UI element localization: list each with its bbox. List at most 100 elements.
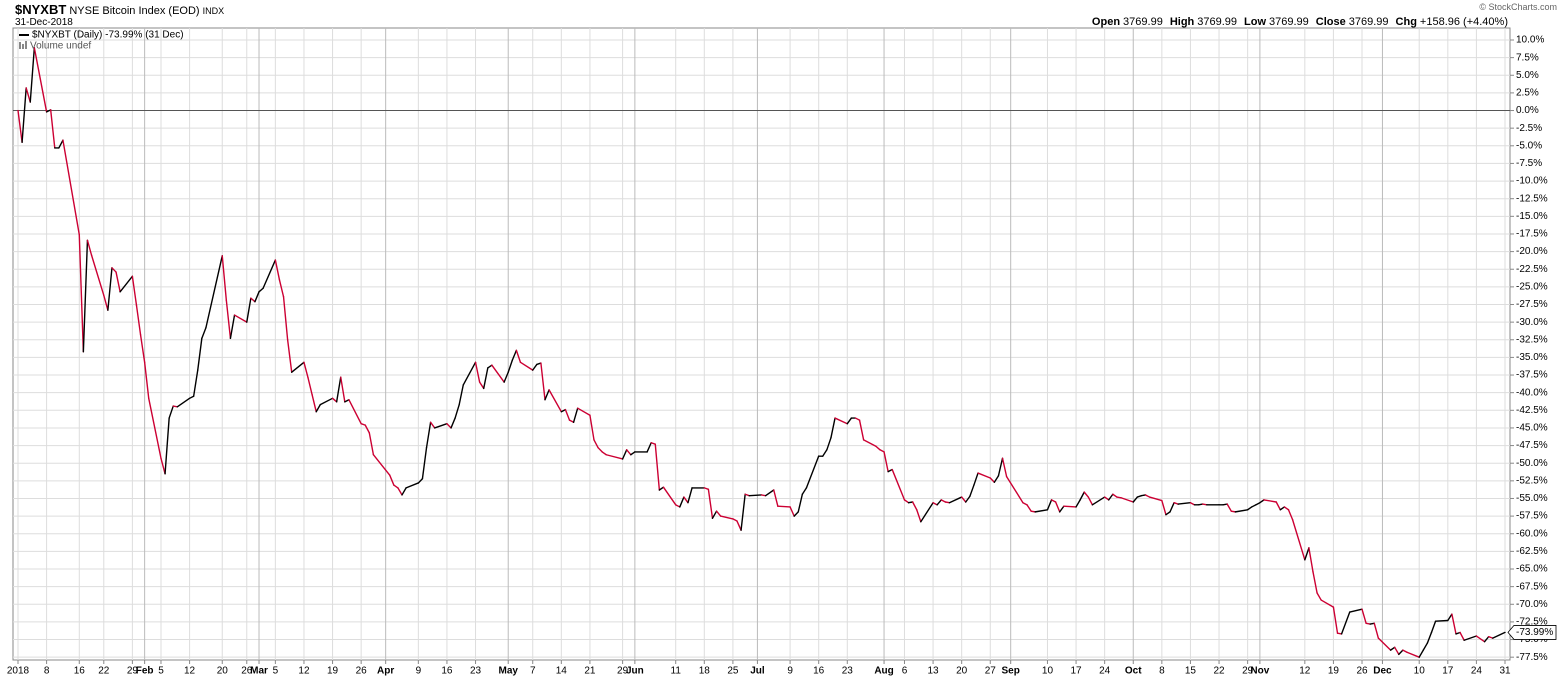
line-segment [548, 389, 563, 413]
line-segment [858, 419, 865, 441]
line-segment [303, 361, 309, 379]
line-segment [331, 397, 338, 403]
line-segment [862, 439, 877, 447]
quote-value: +158.96 (+4.40%) [1419, 16, 1508, 28]
line-segment [679, 496, 685, 508]
line-segment [854, 417, 861, 421]
x-tick-label: 12 [298, 666, 310, 677]
line-segment [1091, 496, 1106, 506]
line-segment [683, 496, 689, 504]
line-segment [605, 454, 624, 460]
line-segment [675, 504, 681, 508]
line-segment [1455, 631, 1461, 635]
line-segment [307, 377, 313, 396]
y-tick-label: -7.5% [1516, 158, 1542, 169]
volume-icon [22, 44, 24, 49]
line-segment [1263, 499, 1277, 503]
line-segment [777, 505, 791, 508]
line-segment [646, 442, 652, 453]
y-tick-label: 2.5% [1516, 88, 1539, 99]
line-segment [254, 291, 260, 303]
line-segment [568, 419, 575, 423]
symbol: $NYXBT [15, 2, 67, 17]
line-segment [1075, 499, 1081, 508]
line-segment [1059, 505, 1065, 513]
x-tick-label: 31 [1499, 666, 1511, 677]
x-tick-label: 16 [74, 666, 86, 677]
x-tick-label: 11 [671, 666, 682, 677]
header-left: $NYXBT NYSE Bitcoin Index (EOD) INDX [15, 2, 224, 17]
x-tick-label: Sep [1002, 666, 1020, 677]
y-tick-label: -57.5% [1516, 511, 1548, 522]
line-segment [1422, 642, 1429, 651]
line-segment [262, 259, 277, 289]
line-segment [997, 457, 1004, 477]
y-tick-label: -12.5% [1516, 193, 1548, 204]
line-segment [483, 367, 489, 390]
line-segment [891, 468, 906, 501]
line-segment [340, 376, 346, 403]
line-segment [233, 314, 248, 323]
line-segment [511, 349, 518, 361]
x-tick-label: 6 [902, 666, 908, 677]
line-segment [21, 87, 27, 143]
line-segment [969, 484, 975, 498]
line-segment [576, 407, 591, 416]
line-segment [405, 482, 420, 489]
line-segment [822, 449, 828, 457]
line-segment [291, 361, 305, 373]
line-segment [1283, 506, 1290, 511]
line-segment [201, 327, 207, 340]
line-segment [519, 361, 534, 371]
y-tick-label: -52.5% [1516, 475, 1548, 486]
line-segment [131, 275, 138, 306]
x-tick-label: 29 [127, 666, 139, 677]
line-segment [801, 487, 808, 495]
line-segment [229, 314, 236, 340]
line-segment [1246, 506, 1253, 511]
line-segment [719, 515, 734, 520]
line-segment [1340, 611, 1351, 635]
line-segment [286, 339, 293, 373]
line-segment [446, 423, 452, 429]
y-tick-label: -30.0% [1516, 317, 1548, 328]
line-segment [1389, 646, 1396, 651]
line-segment [1226, 503, 1232, 512]
x-tick-label: 12 [1299, 666, 1311, 677]
line-segment [744, 493, 750, 497]
y-tick-label: -70.0% [1516, 599, 1548, 610]
line-segment [1483, 636, 1490, 643]
line-segment [462, 361, 477, 386]
y-tick-label: -5.0% [1516, 140, 1542, 151]
x-tick-label: 23 [470, 666, 482, 677]
y-tick-label: -27.5% [1516, 299, 1548, 310]
line-segment [487, 364, 493, 369]
line-segment [103, 294, 109, 311]
x-tick-label: 24 [1099, 666, 1111, 677]
x-tick-label: 13 [928, 666, 940, 677]
line-segment [176, 397, 191, 408]
line-segment [748, 494, 763, 497]
line-segment [1377, 637, 1392, 651]
x-tick-label: 9 [416, 666, 422, 677]
line-segment [1451, 613, 1457, 635]
grid [13, 28, 1510, 660]
line-segment [887, 468, 893, 473]
x-tick-label: 18 [699, 666, 711, 677]
line-segment [1426, 631, 1433, 644]
y-tick-label: -15.0% [1516, 211, 1548, 222]
line-segment [536, 362, 542, 366]
y-tick-label: -20.0% [1516, 246, 1548, 257]
line-segment [401, 487, 407, 496]
line-segment [711, 510, 718, 519]
line-segment [1005, 475, 1024, 504]
quote-label: Chg [1395, 16, 1417, 28]
line-segment [1275, 501, 1282, 511]
line-segment [965, 495, 971, 503]
line-segment [630, 451, 636, 456]
line-segment [797, 493, 804, 513]
line-segment [1279, 506, 1286, 511]
line-segment [1463, 635, 1478, 641]
exchange: INDX [202, 6, 225, 16]
line-segment [148, 397, 162, 459]
